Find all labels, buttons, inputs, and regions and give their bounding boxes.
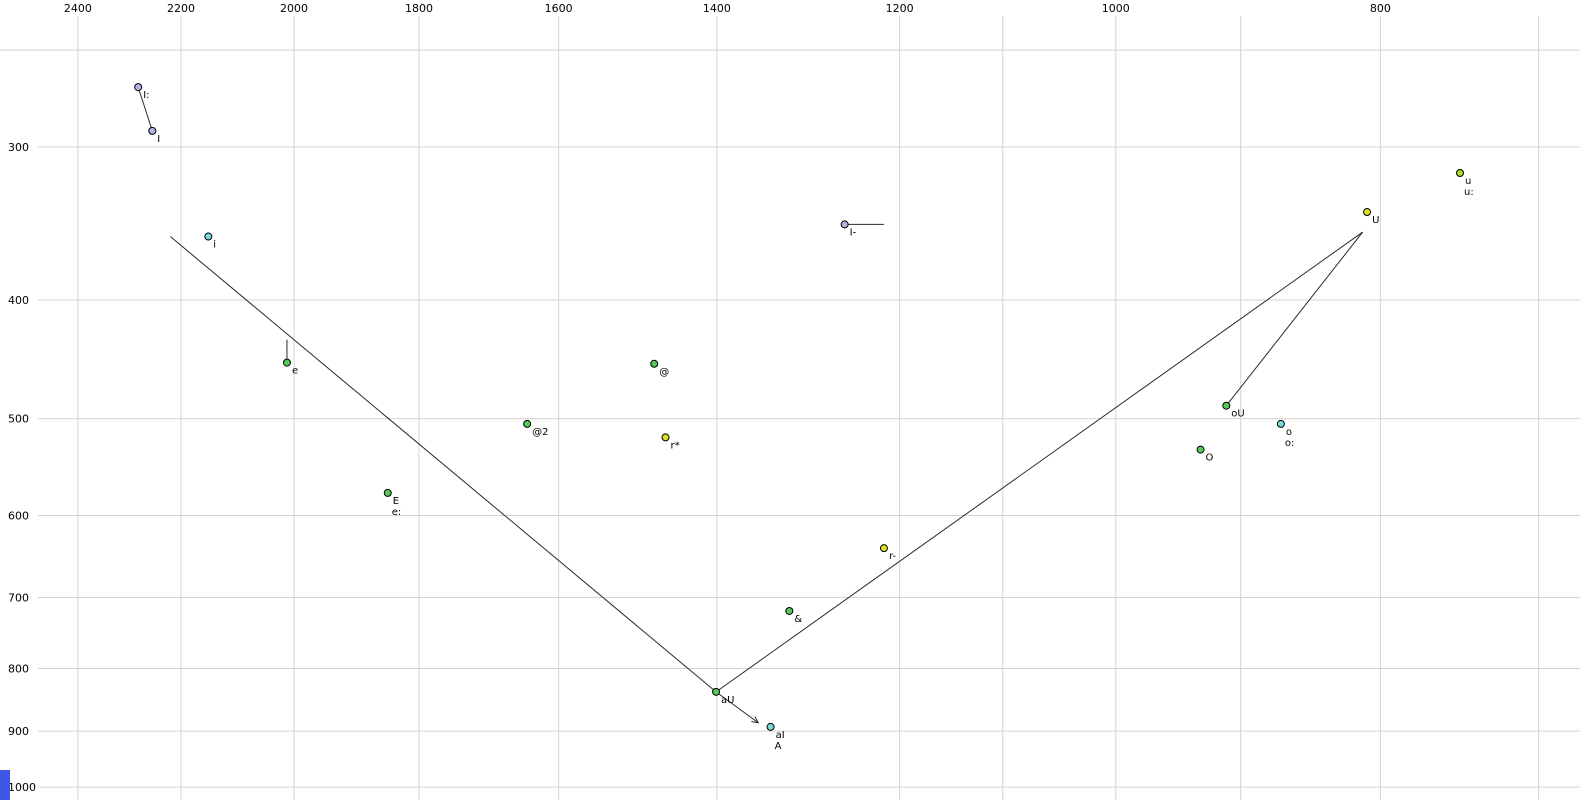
y-tick-label-1000: 1000 <box>8 781 36 794</box>
vowel-point-i[interactable] <box>204 232 213 241</box>
y-tick-label-800: 800 <box>8 662 29 675</box>
vowel-label-u: U <box>1372 215 1379 226</box>
y-tick-label-900: 900 <box>8 725 29 738</box>
y-tick-backing <box>0 660 38 677</box>
vowel-point-e[interactable] <box>282 358 291 367</box>
x-tick-label-1200: 1200 <box>886 2 914 15</box>
vowel-point-r-dash[interactable] <box>879 544 888 553</box>
vowel-label-i-colon: I: <box>143 90 149 101</box>
vowel-point-o[interactable] <box>1276 419 1285 428</box>
vowel-point-o[interactable] <box>1196 445 1205 454</box>
y-tick-label-300: 300 <box>8 141 29 154</box>
vowel-point-e[interactable] <box>383 488 392 497</box>
vowel-point-at2[interactable] <box>523 419 532 428</box>
x-tick-label-800: 800 <box>1370 2 1391 15</box>
vowel-label-i-dash: I- <box>850 227 857 238</box>
connector-line-3 <box>715 691 759 724</box>
connector-line-1 <box>715 231 1363 693</box>
y-tick-backing <box>0 139 38 156</box>
x-tick-label-1400: 1400 <box>703 2 731 15</box>
vowel-label-ou: oU <box>1231 409 1244 420</box>
y-tick-label-700: 700 <box>8 591 29 604</box>
vowel-label-a: A <box>775 741 782 752</box>
vowel-label-ai: aI <box>776 730 785 741</box>
connector-line-2 <box>1225 231 1364 407</box>
vowel-label-u-colon: u: <box>1464 187 1474 198</box>
y-tick-label-400: 400 <box>8 294 29 307</box>
vowel-label-e-colon: e: <box>392 507 402 518</box>
y-tick-backing <box>0 507 38 524</box>
vowel-point-ai[interactable] <box>766 722 775 731</box>
vowel-point-u[interactable] <box>1363 208 1372 217</box>
vowel-point-r-star[interactable] <box>661 433 670 442</box>
vowel-point-at[interactable] <box>650 359 659 368</box>
vowel-point-ou[interactable] <box>1222 401 1231 410</box>
vowel-point-i-colon[interactable] <box>134 83 143 92</box>
vowel-label-e: E <box>393 496 399 507</box>
vowel-label-o-colon: o: <box>1285 438 1295 449</box>
vowel-label-i: I <box>157 134 160 145</box>
vowel-point-amp[interactable] <box>785 606 794 615</box>
x-tick-label-2000: 2000 <box>280 2 308 15</box>
vowel-point-i[interactable] <box>148 126 157 135</box>
arrowhead <box>751 716 760 724</box>
vowel-point-au[interactable] <box>712 687 721 696</box>
x-tick-label-1000: 1000 <box>1102 2 1130 15</box>
vowel-label-e: e <box>292 366 298 377</box>
vowel-label-r-star: r* <box>671 440 680 451</box>
y-tick-label-600: 600 <box>8 510 29 523</box>
vowel-label-au: aU <box>721 695 734 706</box>
vowel-label-amp: & <box>794 614 802 625</box>
vowel-label-o: o <box>1286 427 1292 438</box>
vowel-point-u[interactable] <box>1456 168 1465 177</box>
connector-line-0 <box>170 236 717 693</box>
vowel-label-at2: @2 <box>532 427 548 438</box>
vowel-label-at: @ <box>659 367 669 378</box>
vowel-label-u: u <box>1465 176 1471 187</box>
x-tick-label-2200: 2200 <box>167 2 195 15</box>
y-tick-backing <box>0 589 38 606</box>
x-tick-label-1800: 1800 <box>405 2 433 15</box>
vowel-point-i-dash[interactable] <box>840 220 849 229</box>
y-tick-backing <box>0 410 38 427</box>
y-tick-label-500: 500 <box>8 413 29 426</box>
x-tick-label-1600: 1600 <box>545 2 573 15</box>
vowel-label-r-dash: r- <box>889 551 896 562</box>
connector-line-4 <box>137 86 153 132</box>
y-tick-backing <box>0 291 38 308</box>
vowel-label-i: i <box>213 240 216 251</box>
vowel-label-o: O <box>1206 453 1214 464</box>
y-tick-backing <box>0 723 38 740</box>
corner-marker <box>0 770 10 800</box>
x-tick-label-2400: 2400 <box>64 2 92 15</box>
